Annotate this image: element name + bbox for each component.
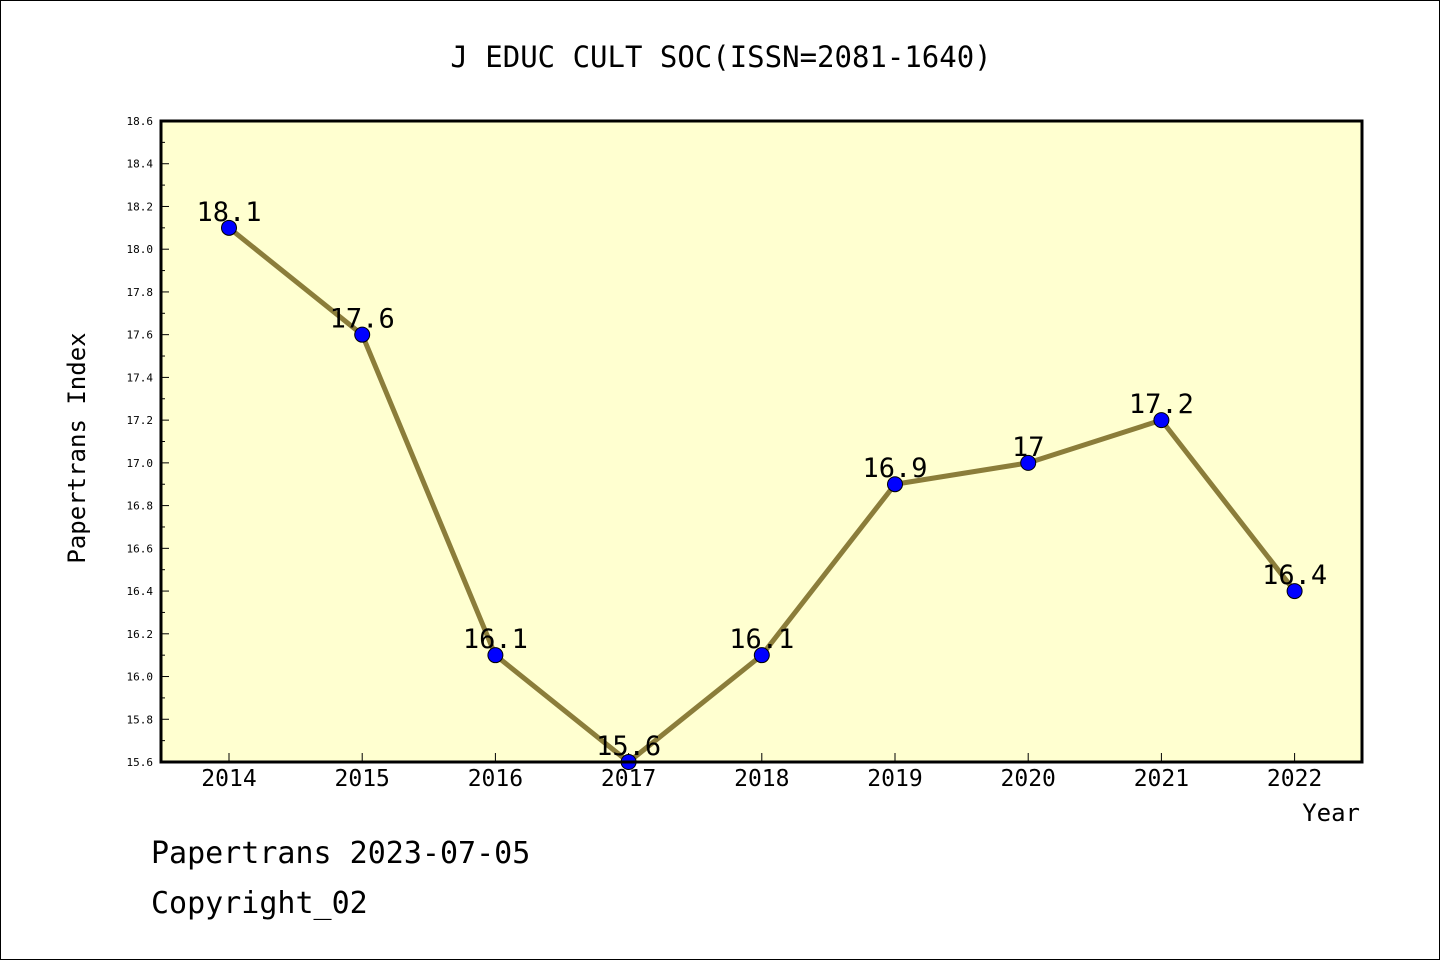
x-tick-label: 2014	[201, 766, 256, 792]
y-tick-label: 18.4	[127, 158, 154, 171]
x-tick-label: 2016	[468, 766, 523, 792]
data-point	[1020, 454, 1037, 471]
x-tick-label: 2022	[1267, 766, 1322, 792]
y-tick-label: 18.2	[127, 200, 154, 213]
y-tick-label: 16.2	[127, 628, 154, 641]
y-tick-label: 16.8	[127, 500, 154, 513]
data-point	[354, 326, 371, 343]
data-label: 18.1	[196, 197, 261, 228]
footer-copyright: Copyright_02	[151, 886, 368, 921]
y-tick-label: 16.4	[127, 585, 154, 598]
data-point	[753, 647, 770, 664]
y-tick-label: 18.0	[127, 243, 154, 256]
y-tick-label: 17.2	[127, 414, 154, 427]
data-label: 16.1	[729, 624, 794, 655]
x-tick-label: 2018	[734, 766, 789, 792]
x-axis: 2014 2015 2016 2017 2018 2019 2020 2021 2022	[201, 753, 1322, 792]
x-tick-label: 2019	[867, 766, 922, 792]
series-layer: 18.1 17.6 16.1 15.6 16.1 16.9 17 17.2 16.4	[196, 197, 1327, 770]
x-axis-label: Year	[1302, 799, 1360, 827]
plot-border	[159, 119, 1364, 764]
y-tick-label: 17.8	[127, 286, 154, 299]
plot-area	[161, 121, 1362, 762]
y-tick-label: 17.0	[127, 457, 154, 470]
data-label: 16.9	[862, 453, 927, 484]
data-point	[487, 647, 504, 664]
y-axis-label: Papertrans Index	[63, 332, 91, 563]
x-tick-label: 2015	[335, 766, 390, 792]
x-tick-label: 2020	[1001, 766, 1056, 792]
y-tick-label: 17.6	[127, 329, 154, 342]
y-tick-label: 18.6	[127, 115, 154, 128]
data-point	[221, 219, 237, 236]
y-tick-label: 15.6	[127, 756, 154, 769]
data-point	[887, 476, 903, 493]
y-axis: 15.6 15.8 16.0 16.2 16.4 16.6 16.8 17.0 17.2 17.4…	[127, 115, 169, 769]
x-tick-label: 2021	[1134, 766, 1189, 792]
data-point	[1286, 583, 1303, 600]
data-label: 15.6	[596, 731, 661, 762]
footer-date: Papertrans 2023-07-05	[151, 836, 531, 871]
data-point	[1153, 412, 1170, 429]
data-label: 17	[1012, 432, 1045, 463]
y-tick-label: 16.6	[127, 542, 154, 555]
y-tick-label: 16.0	[127, 671, 154, 684]
y-tick-label: 17.4	[127, 371, 154, 384]
chart-title: J EDUC CULT SOC(ISSN=2081-1640)	[450, 40, 991, 74]
y-tick-label: 15.8	[127, 713, 154, 726]
x-tick-label: 2017	[601, 766, 656, 792]
data-label: 16.4	[1262, 560, 1327, 591]
data-label: 17.2	[1129, 389, 1194, 420]
data-label: 16.1	[463, 624, 528, 655]
data-label: 17.6	[330, 304, 395, 335]
